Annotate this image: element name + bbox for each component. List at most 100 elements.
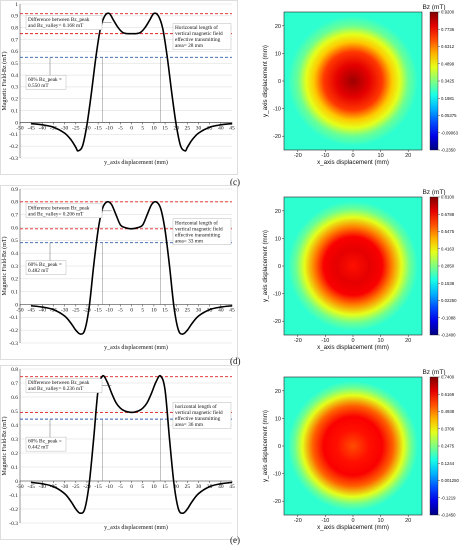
- colorbar-tick-label: 0.02250: [441, 298, 457, 303]
- diff-annotation-text: Difference between Bz_peak: [28, 379, 90, 386]
- x-tick-label: -10: [106, 125, 114, 131]
- x-tick-label: -35: [50, 125, 58, 131]
- colorbar-tick-label: -0.2450: [441, 513, 456, 518]
- map-x-tick-label: 20: [405, 338, 411, 344]
- y-tick-label: 0.9: [11, 187, 18, 193]
- row-e: -0.3 -0.2 -0.1 0 0.1 0.2 0.3 0.4 0.5 0.6 0.7 0.8 -50…: [0, 365, 472, 545]
- y-tick-label: -0.2: [9, 328, 18, 334]
- map-y-tick-label: 20: [275, 209, 281, 215]
- x-tick-label: -20: [83, 308, 91, 314]
- x-tick-label: 5: [141, 484, 144, 490]
- horiz-annotation-text: effective transmitting: [175, 36, 221, 43]
- bz-curve: [31, 200, 233, 335]
- y-tick-label: 0.1: [11, 108, 18, 114]
- colorbar-tick-label: 0.3706: [441, 426, 455, 431]
- colorbar-tick-label: -0.2400: [441, 333, 456, 338]
- y-tick-label: 0.4: [11, 73, 18, 79]
- map-y-tick-label: 10: [275, 236, 281, 242]
- map-y-axis-label: y_axis displacement (mm): [262, 45, 269, 117]
- colorbar-tick-label: -0.1219: [441, 495, 456, 500]
- panel-label-d: (d): [230, 356, 241, 366]
- y-tick-label: 0.5: [11, 238, 18, 244]
- y-tick-label: 0.2: [11, 451, 18, 457]
- map-y-tick-label: 20: [275, 24, 281, 30]
- x-tick-label: 30: [196, 308, 202, 314]
- x-tick-label: 15: [162, 125, 168, 131]
- y-tick-label: 0.1: [11, 465, 18, 471]
- x-tick-label: -50: [16, 484, 24, 490]
- x-tick-label: -15: [94, 125, 102, 131]
- x-tick-label: 30: [196, 125, 202, 131]
- map-x-axis-label: x_axis displacement (mm): [317, 344, 389, 351]
- y-tick-label: -0.1: [9, 315, 18, 321]
- horiz-annotation-text: vertical magnetic field: [175, 225, 223, 232]
- x-tick-label: -5: [118, 484, 123, 490]
- map-y-axis-label: y_axis displacement (mm): [262, 230, 269, 302]
- x-tick-label: 15: [162, 308, 168, 314]
- map-y-tick-label: -20: [273, 134, 281, 140]
- y-tick-label: 0: [15, 302, 18, 308]
- line-chart-c: -0.3 -0.2 -0.1 0 0.1 0.2 0.3 0.4 0.5 0.6 0.7 0.8 0.9…: [0, 0, 238, 175]
- diff-annotation-text: and Bz_valley= 0.168 mT: [28, 23, 84, 29]
- x-tick-label: 30: [196, 484, 202, 490]
- x-tick-label: 0: [130, 484, 133, 490]
- sixty-annotation-text: 60% Bz_peak =: [28, 439, 62, 445]
- x-tick-label: 5: [141, 125, 144, 131]
- horiz-annotation-text: effective transmitting: [175, 415, 221, 422]
- heatmap-e: -20 -10 0 10 20 -20 -10 0 10 20 x_axis displacemen…: [262, 369, 460, 531]
- colorbar-tick-label: 0.4938: [441, 409, 455, 414]
- colorbar-tick-label: 0.6788: [441, 212, 455, 217]
- y-tick-label: 0.7: [11, 212, 18, 218]
- x-tick-label: 10: [151, 308, 157, 314]
- colorbar: [429, 376, 439, 516]
- x-tick-label: 45: [229, 308, 235, 314]
- colorbar-tick-label: -0.09063: [441, 130, 459, 135]
- colorbar: [429, 196, 439, 336]
- sixty-annotation-text: 0.550 mT: [28, 83, 49, 89]
- sixty-annotation-text: 60% Bz_peak =: [28, 77, 62, 83]
- colorbar-tick-label: 0.001250: [441, 478, 460, 483]
- map-x-tick-label: 0: [351, 518, 354, 524]
- y-tick-label: 0.5: [11, 61, 18, 67]
- map-y-tick-label: -20: [273, 319, 281, 325]
- x-tick-label: -25: [72, 125, 80, 131]
- row-d: -0.3 -0.2 -0.1 0 0.1 0.2 0.3 0.4 0.5 0.6 0.7 0.8 0.9…: [0, 185, 472, 366]
- y-tick-label: -0.3: [9, 521, 18, 527]
- x-tick-label: -50: [16, 125, 24, 131]
- heatmap-field: [288, 201, 418, 331]
- diff-annotation-text: Difference between Bz_peak: [28, 16, 90, 23]
- y-tick-label: 0: [15, 120, 18, 126]
- diff-annotation-text: and Bz_valley= 0.206 mT: [28, 211, 84, 217]
- y-tick-label: 0.9: [11, 14, 18, 20]
- x-tick-label: -5: [118, 125, 123, 131]
- map-x-tick-label: -10: [321, 338, 329, 344]
- map-x-tick-label: -10: [321, 153, 329, 159]
- y-tick-label: 0.6: [11, 49, 18, 55]
- y-tick-label: 0.8: [11, 367, 18, 373]
- map-x-tick-label: -20: [294, 518, 302, 524]
- x-tick-label: 25: [185, 125, 191, 131]
- horiz-annotation-box: [172, 402, 232, 429]
- map-y-tick-label: 0: [278, 264, 281, 270]
- x-tick-label: 15: [162, 484, 168, 490]
- y-tick-label: 0.7: [11, 37, 18, 43]
- x-tick-label: -30: [61, 308, 69, 314]
- x-axis-label: y_axis displacement (mm): [104, 524, 168, 531]
- colorbar-tick-label: 0.8100: [441, 195, 455, 200]
- colorbar-title: Bz (mT): [422, 4, 445, 11]
- y-tick-label: 0.2: [11, 97, 18, 103]
- map-y-tick-label: 0: [278, 444, 281, 450]
- colorbar-tick-label: 0.5475: [441, 229, 455, 234]
- y-tick-label: 0.6: [11, 395, 18, 401]
- horiz-annotation-text: effective transmitting: [175, 231, 221, 238]
- x-tick-label: 10: [151, 125, 157, 131]
- x-tick-label: -5: [118, 308, 123, 314]
- x-tick-label: -45: [27, 484, 35, 490]
- x-tick-label: -40: [39, 125, 47, 131]
- map-x-tick-label: -10: [321, 518, 329, 524]
- colorbar-tick-label: 0.4163: [441, 246, 455, 251]
- x-tick-label: 35: [207, 308, 213, 314]
- y-tick-label: 0: [15, 479, 18, 485]
- x-tick-label: -15: [94, 484, 102, 490]
- x-tick-label: 45: [229, 125, 235, 131]
